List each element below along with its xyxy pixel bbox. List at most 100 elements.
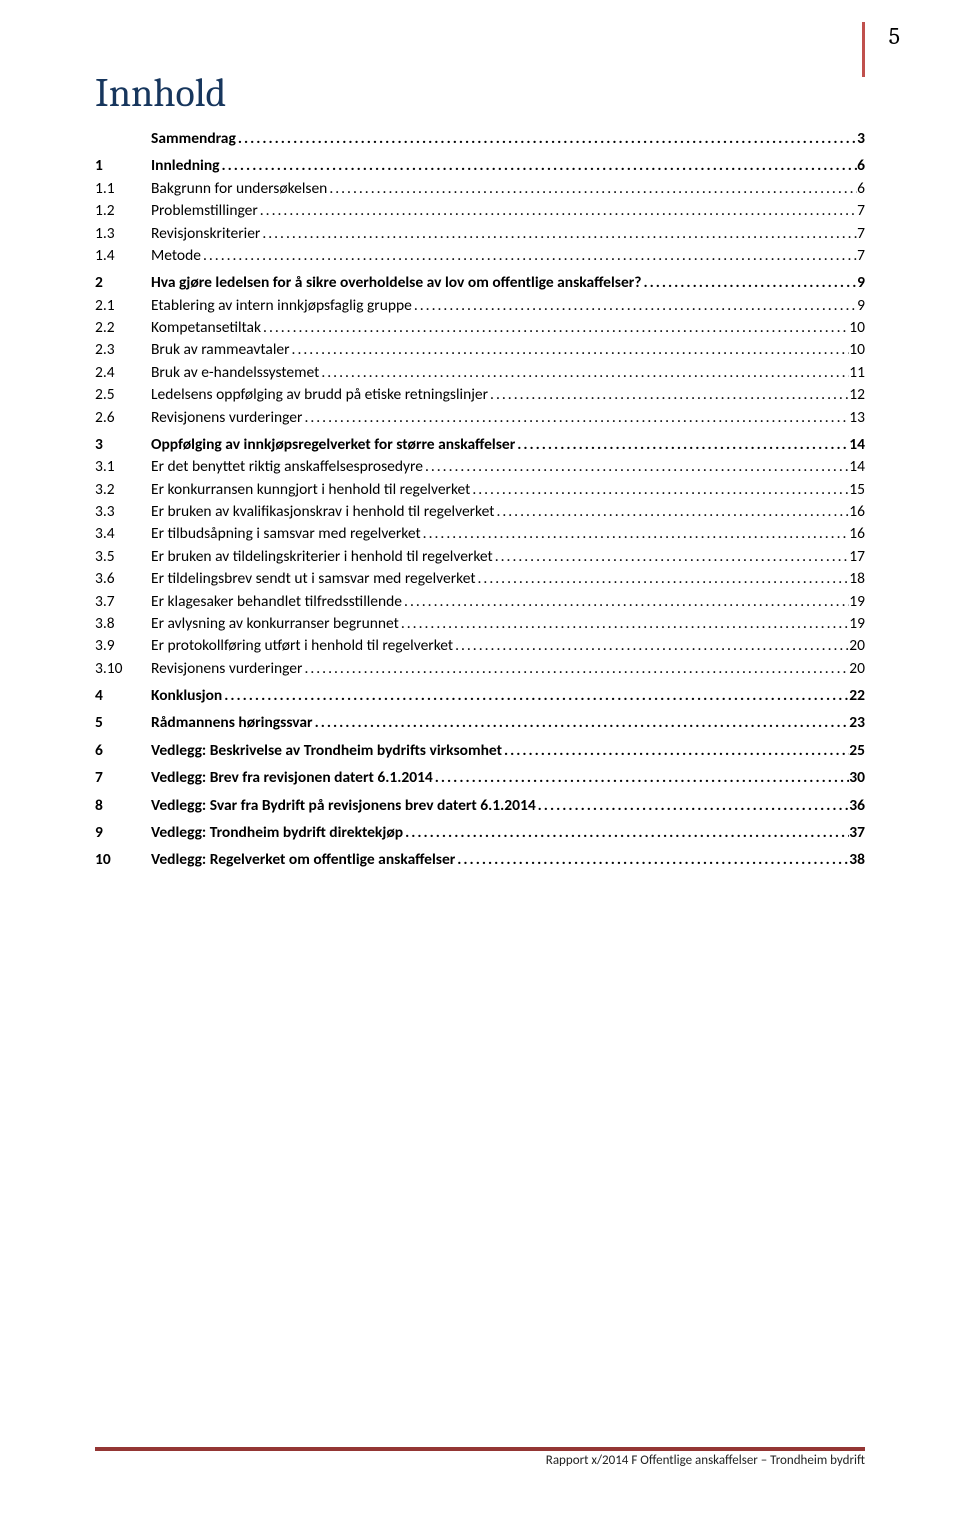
toc-leader-dots	[493, 546, 850, 567]
toc-page: 6	[857, 155, 865, 176]
toc-leader-dots	[290, 339, 850, 360]
toc-page: 7	[857, 200, 865, 221]
toc-leader-dots	[453, 635, 849, 656]
toc-page: 20	[849, 635, 865, 656]
toc-label: Vedlegg: Beskrivelse av Trondheim bydrif…	[151, 740, 502, 761]
toc-page: 23	[849, 712, 865, 733]
toc-page: 37	[849, 822, 865, 843]
toc-label: Er avlysning av konkurranser begrunnet	[151, 613, 399, 634]
toc-leader-dots	[222, 685, 849, 706]
toc-leader-dots	[433, 767, 850, 788]
toc-row[interactable]: 3.9Er protokollføring utført i henhold t…	[95, 635, 865, 656]
toc-page: 11	[849, 362, 865, 383]
toc-row[interactable]: 1.2Problemstillinger 7	[95, 200, 865, 221]
toc-row[interactable]: 3.4Er tilbudsåpning i samsvar med regelv…	[95, 523, 865, 544]
toc-label: Etablering av intern innkjøpsfaglig grup…	[151, 295, 412, 316]
toc-page: 19	[849, 613, 865, 634]
toc-page: 36	[849, 795, 865, 816]
toc-leader-dots	[476, 568, 850, 589]
toc-row[interactable]: 4Konklusjon 22	[95, 685, 865, 706]
toc-number: 3.6	[95, 568, 151, 589]
toc-leader-dots	[488, 384, 849, 405]
toc-number: 2.5	[95, 384, 151, 405]
toc-label: Er bruken av kvalifikasjonskrav i henhol…	[151, 501, 494, 522]
toc-row[interactable]: 1.3Revisjonskriterier 7	[95, 223, 865, 244]
toc-row[interactable]: 3.1Er det benyttet riktig anskaffelsespr…	[95, 456, 865, 477]
toc-row[interactable]: 2.3Bruk av rammeavtaler 10	[95, 339, 865, 360]
toc-leader-dots	[260, 223, 857, 244]
footer-text: Rapport x/2014 F Offentlige anskaffelser…	[95, 1453, 865, 1468]
toc-row[interactable]: 2.4Bruk av e-handelssystemet 11	[95, 362, 865, 383]
toc-page: 18	[849, 568, 865, 589]
toc-row[interactable]: 3.8Er avlysning av konkurranser begrunne…	[95, 613, 865, 634]
toc-row[interactable]: 3.3Er bruken av kvalifikasjonskrav i hen…	[95, 501, 865, 522]
toc-row[interactable]: 2.2Kompetansetiltak 10	[95, 317, 865, 338]
page-title: Innhold	[95, 70, 865, 116]
toc-leader-dots	[258, 200, 857, 221]
toc-row[interactable]: 7Vedlegg: Brev fra revisjonen datert 6.1…	[95, 767, 865, 788]
toc-number: 2	[95, 272, 151, 293]
toc-row[interactable]: 3.7Er klagesaker behandlet tilfredsstill…	[95, 591, 865, 612]
toc-leader-dots	[261, 317, 849, 338]
toc-row[interactable]: 2Hva gjøre ledelsen for å sikre overhold…	[95, 272, 865, 293]
toc-row[interactable]: 1.4Metode 7	[95, 245, 865, 266]
toc-row[interactable]: 5Rådmannens høringssvar 23	[95, 712, 865, 733]
page-number: 5	[889, 22, 900, 50]
toc-page: 25	[849, 740, 865, 761]
toc-label: Vedlegg: Trondheim bydrift direktekjøp	[151, 822, 403, 843]
toc-row[interactable]: 8Vedlegg: Svar fra Bydrift på revisjonen…	[95, 795, 865, 816]
page-content: Innhold Sammendrag 3 1Innledning 61.1Bakg…	[0, 0, 960, 871]
toc-number: 3	[95, 434, 151, 455]
toc-page: 16	[849, 523, 865, 544]
toc-number: 3.2	[95, 479, 151, 500]
toc-row[interactable]: 3Oppfølging av innkjøpsregelverket for s…	[95, 434, 865, 455]
toc-row[interactable]: 3.5Er bruken av tildelingskriterier i he…	[95, 546, 865, 567]
toc-row[interactable]: Sammendrag 3	[95, 128, 865, 149]
toc-row[interactable]: 3.6Er tildelingsbrev sendt ut i samsvar …	[95, 568, 865, 589]
toc-leader-dots	[455, 849, 849, 870]
toc-label: Sammendrag	[151, 128, 236, 149]
toc-row[interactable]: 6Vedlegg: Beskrivelse av Trondheim bydri…	[95, 740, 865, 761]
toc-number: 8	[95, 795, 151, 816]
toc-leader-dots	[327, 178, 857, 199]
toc-leader-dots	[236, 128, 857, 149]
toc-leader-dots	[402, 591, 849, 612]
toc-label: Konklusjon	[151, 685, 222, 706]
toc-leader-dots	[421, 523, 850, 544]
toc-row[interactable]: 3.2Er konkurransen kunngjort i henhold t…	[95, 479, 865, 500]
toc-leader-dots	[313, 712, 850, 733]
toc-number: 6	[95, 740, 151, 761]
toc-leader-dots	[641, 272, 857, 293]
toc-row[interactable]: 2.5Ledelsens oppfølging av brudd på etis…	[95, 384, 865, 405]
toc-page: 20	[849, 658, 865, 679]
toc-row[interactable]: 9Vedlegg: Trondheim bydrift direktekjøp …	[95, 822, 865, 843]
table-of-contents: Sammendrag 3 1Innledning 61.1Bakgrunn for…	[95, 128, 865, 871]
toc-number: 3.1	[95, 456, 151, 477]
toc-page: 38	[849, 849, 865, 870]
toc-number: 1	[95, 155, 151, 176]
toc-label: Revisjonskriterier	[151, 223, 260, 244]
toc-leader-dots	[403, 822, 849, 843]
toc-number: 3.10	[95, 658, 151, 679]
toc-label: Bruk av rammeavtaler	[151, 339, 290, 360]
toc-number: 1.3	[95, 223, 151, 244]
toc-row[interactable]: 2.6Revisjonens vurderinger 13	[95, 407, 865, 428]
toc-page: 10	[849, 317, 865, 338]
toc-number: 1.2	[95, 200, 151, 221]
toc-leader-dots	[319, 362, 849, 383]
toc-number: 4	[95, 685, 151, 706]
toc-row[interactable]: 1Innledning 6	[95, 155, 865, 176]
toc-number: 3.4	[95, 523, 151, 544]
toc-row[interactable]: 3.10Revisjonens vurderinger 20	[95, 658, 865, 679]
toc-number: 2.4	[95, 362, 151, 383]
toc-row[interactable]: 10Vedlegg: Regelverket om offentlige ans…	[95, 849, 865, 870]
footer-rule	[95, 1447, 865, 1451]
toc-leader-dots	[201, 245, 857, 266]
toc-label: Er konkurransen kunngjort i henhold til …	[151, 479, 470, 500]
toc-page: 12	[849, 384, 865, 405]
toc-row[interactable]: 1.1Bakgrunn for undersøkelsen 6	[95, 178, 865, 199]
toc-label: Ledelsens oppfølging av brudd på etiske …	[151, 384, 488, 405]
toc-label: Er tilbudsåpning i samsvar med regelverk…	[151, 523, 421, 544]
toc-row[interactable]: 2.1Etablering av intern innkjøpsfaglig g…	[95, 295, 865, 316]
toc-label: Hva gjøre ledelsen for å sikre overholde…	[151, 272, 641, 293]
